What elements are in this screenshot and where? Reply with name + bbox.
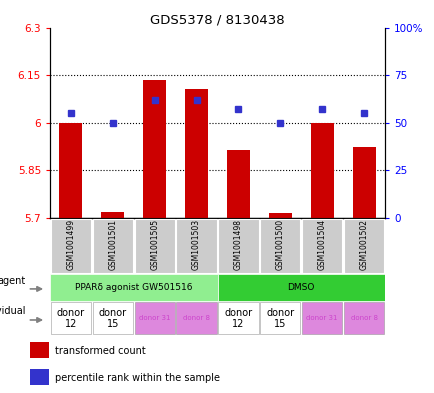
Text: PPARδ agonist GW501516: PPARδ agonist GW501516 (75, 283, 192, 292)
Text: DMSO: DMSO (287, 283, 314, 292)
Text: agent: agent (0, 276, 26, 286)
Bar (101, 212, 124, 218)
Text: GSM1001500: GSM1001500 (275, 219, 284, 270)
Text: GSM1001498: GSM1001498 (233, 219, 242, 270)
Text: donor
12: donor 12 (57, 308, 85, 329)
Bar (51, 219, 91, 273)
Text: donor 8: donor 8 (183, 315, 210, 321)
Text: percentile rank within the sample: percentile rank within the sample (55, 373, 220, 383)
Bar (134, 219, 174, 273)
Bar (176, 303, 216, 334)
Text: GSM1001505: GSM1001505 (150, 219, 159, 270)
Bar (310, 123, 333, 218)
Bar (92, 219, 133, 273)
Bar (176, 219, 216, 273)
Text: individual: individual (0, 306, 26, 316)
Bar (268, 213, 291, 218)
Bar (184, 90, 207, 218)
Bar (30, 342, 49, 358)
Bar (301, 219, 342, 273)
Bar (92, 303, 133, 334)
Bar (143, 80, 166, 218)
Bar (260, 219, 300, 273)
Bar (227, 150, 250, 218)
Bar (343, 303, 383, 334)
Bar (30, 369, 49, 386)
Bar (50, 274, 217, 301)
Bar (260, 303, 300, 334)
Bar (218, 219, 258, 273)
Text: donor
15: donor 15 (99, 308, 127, 329)
Text: GSM1001503: GSM1001503 (192, 219, 201, 270)
Text: donor
12: donor 12 (224, 308, 252, 329)
Text: transformed count: transformed count (55, 345, 146, 356)
Text: GSM1001499: GSM1001499 (66, 219, 75, 270)
Bar (352, 147, 375, 218)
Text: donor
15: donor 15 (266, 308, 294, 329)
Bar (343, 219, 383, 273)
Title: GDS5378 / 8130438: GDS5378 / 8130438 (150, 13, 284, 26)
Text: donor 31: donor 31 (306, 315, 337, 321)
Text: GSM1001504: GSM1001504 (317, 219, 326, 270)
Bar (301, 303, 342, 334)
Bar (217, 274, 384, 301)
Text: GSM1001501: GSM1001501 (108, 219, 117, 270)
Bar (59, 123, 82, 218)
Text: donor 8: donor 8 (350, 315, 377, 321)
Text: donor 31: donor 31 (138, 315, 170, 321)
Bar (218, 303, 258, 334)
Bar (51, 303, 91, 334)
Text: GSM1001502: GSM1001502 (359, 219, 368, 270)
Bar (134, 303, 174, 334)
